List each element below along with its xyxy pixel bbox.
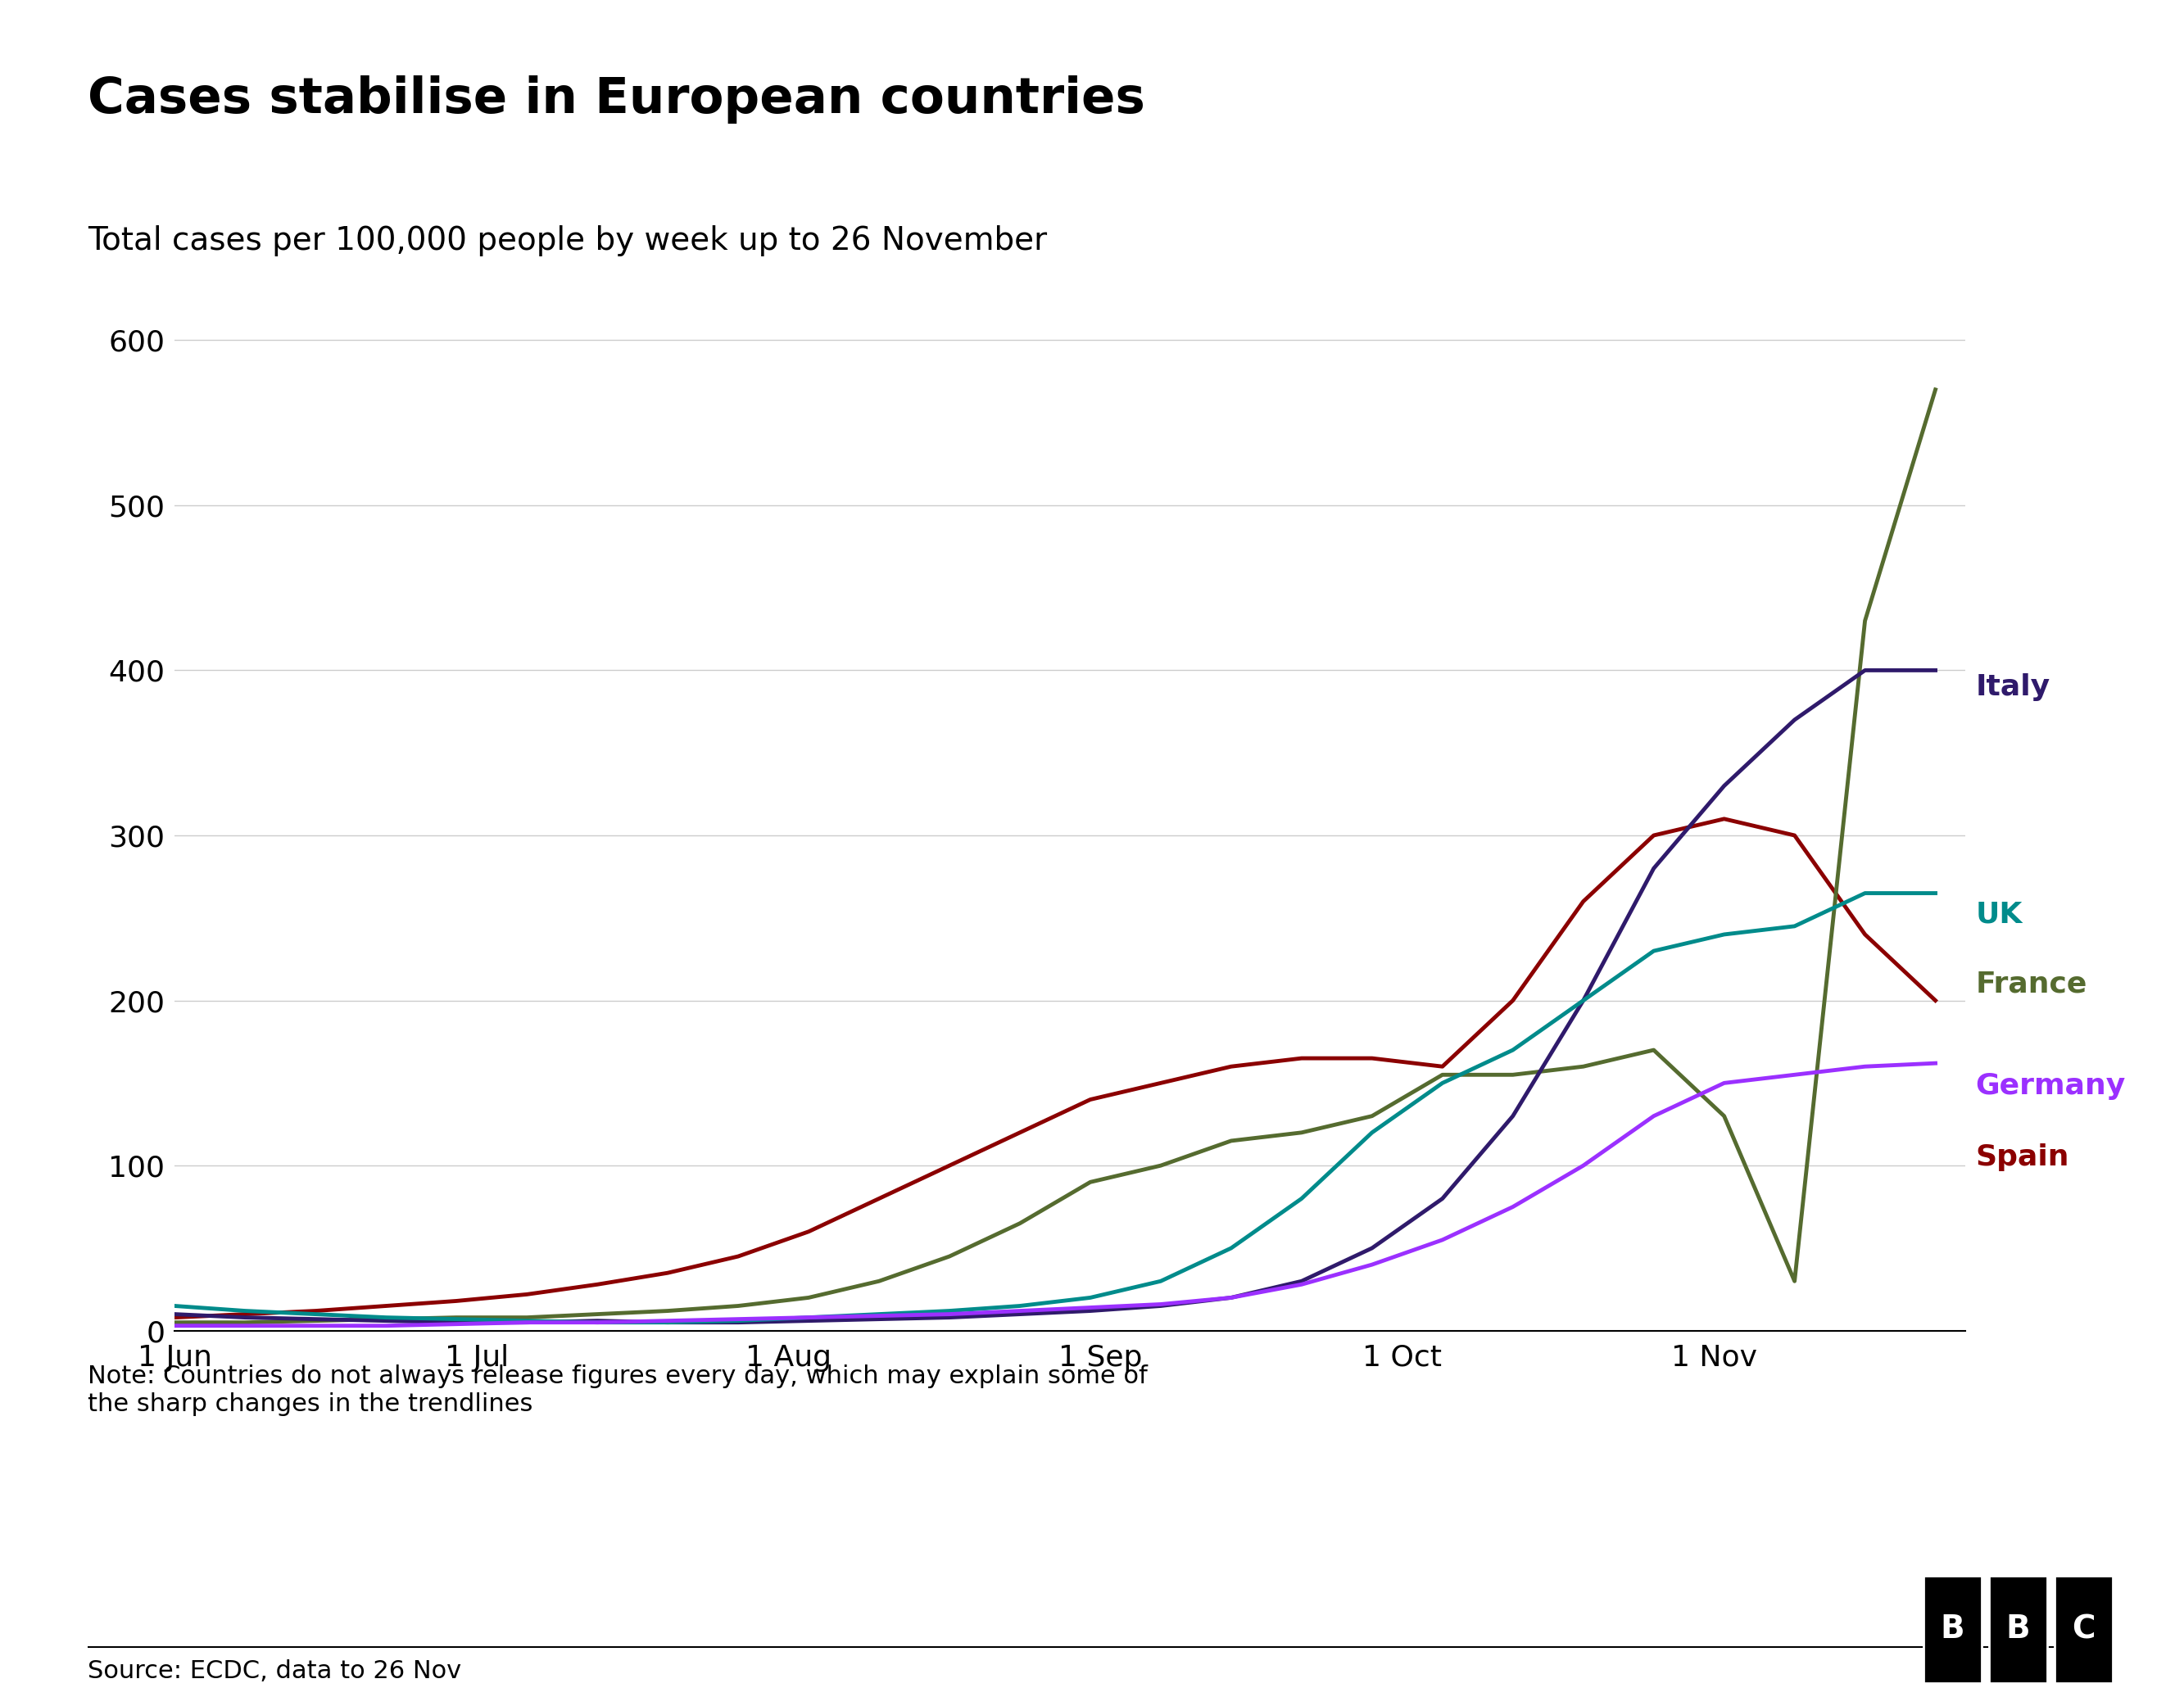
Text: B: B [2007,1614,2031,1645]
FancyBboxPatch shape [2055,1576,2112,1682]
Text: Total cases per 100,000 people by week up to 26 November: Total cases per 100,000 people by week u… [87,225,1046,256]
Text: Italy: Italy [1977,672,2051,701]
Text: B: B [1942,1614,1966,1645]
Text: Cases stabilise in European countries: Cases stabilise in European countries [87,75,1144,123]
Text: UK: UK [1977,901,2022,928]
Text: Spain: Spain [1977,1143,2070,1172]
Text: France: France [1977,971,2088,998]
Text: Source: ECDC, data to 26 Nov: Source: ECDC, data to 26 Nov [87,1658,461,1682]
Text: Note: Countries do not always release figures every day, which may explain some : Note: Countries do not always release fi… [87,1365,1147,1416]
FancyBboxPatch shape [1924,1576,1981,1682]
Text: Germany: Germany [1977,1073,2125,1100]
FancyBboxPatch shape [1990,1576,2046,1682]
Text: C: C [2073,1614,2094,1645]
